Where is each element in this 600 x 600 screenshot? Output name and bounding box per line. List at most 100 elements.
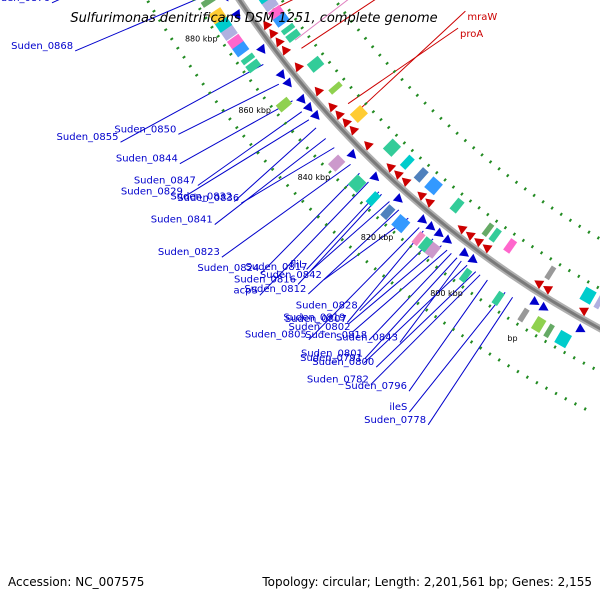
gene-block bbox=[365, 191, 381, 207]
leader-line bbox=[348, 245, 442, 325]
minus-strand-arrow bbox=[225, 0, 229, 2]
leader-line bbox=[355, 10, 466, 113]
plus-strand-arrow bbox=[342, 118, 353, 129]
scale-tick-label: 860 kbp bbox=[238, 106, 271, 115]
plus-strand-arrow bbox=[294, 62, 305, 73]
plus-strand-arrow bbox=[534, 280, 545, 290]
leader-line bbox=[363, 264, 468, 364]
plus-strand-arrow bbox=[314, 86, 325, 97]
plus-gene-label: Suden_0818 bbox=[305, 330, 367, 341]
plus-strand-arrow bbox=[543, 286, 554, 295]
gene-block bbox=[579, 286, 597, 305]
gene-block bbox=[488, 227, 502, 243]
plus-gene-label: Suden_0778 bbox=[364, 415, 426, 426]
plus-gene-label: Suden_0829 bbox=[121, 186, 183, 197]
plus-gene-label: Suden_0876 bbox=[0, 0, 50, 4]
gene-block bbox=[306, 55, 325, 73]
plus-gene-label: Suden_0842 bbox=[260, 270, 322, 281]
accession-label: Accession: NC_007575 bbox=[8, 575, 144, 589]
leader-line bbox=[179, 100, 293, 165]
plus-strand-arrow bbox=[465, 231, 476, 242]
plus-gene-label: Suden_0850 bbox=[114, 124, 176, 135]
gene-block bbox=[411, 231, 426, 247]
minus-strand-arrow bbox=[575, 323, 586, 333]
leader-line bbox=[370, 274, 481, 385]
gene-block bbox=[328, 81, 343, 95]
plus-gene-label: Suden_0807 bbox=[285, 314, 347, 325]
leader-line bbox=[308, 227, 420, 341]
plus-strand-arrow bbox=[263, 20, 273, 31]
minus-strand-arrow bbox=[417, 214, 428, 224]
leader-line bbox=[272, 0, 294, 10]
minus-strand-arrow bbox=[425, 220, 436, 231]
plus-strand-arrow bbox=[335, 110, 345, 121]
gene-block bbox=[593, 295, 600, 310]
plus-strand-arrow bbox=[401, 177, 412, 188]
leader-line bbox=[307, 209, 400, 295]
gene-block bbox=[517, 307, 530, 323]
gene-block bbox=[417, 236, 434, 253]
plus-gene-label: ileS bbox=[389, 402, 407, 413]
plus-gene-label: Suden_0847 bbox=[134, 176, 196, 187]
leader-line bbox=[427, 296, 514, 426]
minus-strand-arrow bbox=[302, 101, 313, 112]
plus-gene-label: Suden_0800 bbox=[312, 357, 374, 368]
plus-gene-label: Suden_0832 bbox=[170, 191, 232, 202]
plus-strand-arrow bbox=[269, 28, 279, 39]
plus-gene-label: Suden_0812 bbox=[244, 284, 306, 295]
minus-strand-arrow bbox=[467, 253, 478, 264]
gene-block bbox=[424, 176, 443, 196]
leader-line bbox=[301, 0, 376, 49]
minus-strand-arrow bbox=[282, 77, 292, 88]
dotted-ring bbox=[145, 0, 587, 411]
minus-strand-arrow bbox=[256, 43, 266, 54]
gene-block bbox=[258, 0, 269, 5]
scale-tick-label: 800 kbp bbox=[430, 289, 463, 298]
minus-strand-arrow bbox=[309, 109, 320, 120]
gene-block bbox=[327, 154, 346, 172]
leader-line bbox=[74, 0, 197, 52]
plus-gene-label: Suden_0855 bbox=[57, 132, 119, 143]
leader-line bbox=[51, 0, 60, 4]
plus-strand-arrow bbox=[579, 307, 590, 317]
leader-line bbox=[233, 127, 317, 202]
leader-line bbox=[297, 193, 382, 285]
plus-gene-label: Suden_0836 bbox=[177, 193, 239, 204]
gene-block bbox=[280, 22, 296, 36]
leader-line bbox=[178, 83, 280, 135]
leader-line bbox=[408, 291, 506, 413]
plus-strand-arrow bbox=[482, 244, 493, 254]
plus-gene-label: Suden_0782 bbox=[307, 374, 369, 385]
minus-strand-arrow bbox=[392, 193, 403, 203]
scale-tick-label: 880 kbp bbox=[185, 35, 218, 44]
leader-line bbox=[364, 257, 458, 359]
leader-line bbox=[221, 163, 351, 258]
plus-gene-label: Suden_0824 bbox=[197, 263, 259, 274]
gene-block bbox=[275, 96, 293, 113]
gene-block bbox=[259, 0, 279, 13]
minus-strand-arrow bbox=[529, 296, 540, 306]
leader-line bbox=[214, 138, 327, 225]
minus-strand-arrow bbox=[231, 9, 241, 20]
plus-gene-label: Suden_0801 bbox=[301, 348, 363, 359]
plus-gene-label: Suden_0802 bbox=[289, 322, 351, 333]
gene-block bbox=[399, 154, 415, 170]
leader-line bbox=[241, 147, 335, 204]
plus-strand-arrow bbox=[457, 225, 468, 235]
leader-line bbox=[359, 238, 434, 312]
gene-block bbox=[391, 213, 411, 234]
plus-gene-label: Suden_0791 bbox=[300, 353, 362, 364]
genome-summary: Topology: circular; Length: 2,201,561 bp… bbox=[261, 575, 592, 589]
gene-block bbox=[272, 11, 290, 28]
plus-gene-label: Suden_0817 bbox=[246, 262, 308, 273]
gene-block bbox=[424, 241, 441, 259]
gene-block bbox=[543, 323, 555, 339]
leader-line bbox=[399, 260, 462, 343]
minus-strand-arrow bbox=[433, 227, 444, 238]
gene-block bbox=[200, 0, 216, 8]
plus-strand-arrow bbox=[425, 198, 436, 209]
gene-block bbox=[458, 267, 473, 284]
gene-block bbox=[267, 4, 285, 21]
plus-strand-arrow bbox=[281, 45, 292, 56]
